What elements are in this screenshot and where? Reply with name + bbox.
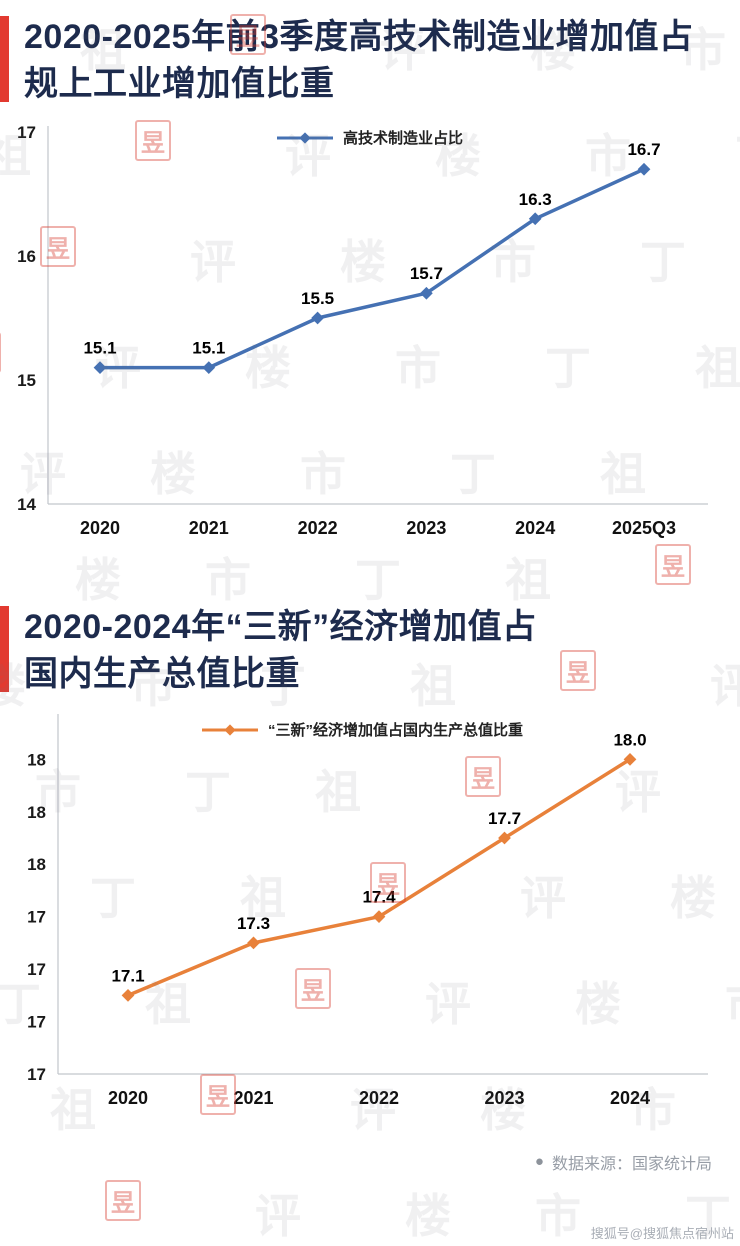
data-point-label: 15.5	[301, 289, 334, 308]
x-tick-label: 2022	[298, 518, 338, 538]
y-tick-label: 18	[27, 750, 46, 769]
chart2-title: 2020-2024年“三新”经济增加值占 国内生产总值比重	[0, 590, 740, 704]
x-tick-label: 2023	[484, 1088, 524, 1108]
watermark-char: 市	[535, 1190, 581, 1242]
y-tick-label: 15	[17, 371, 36, 390]
data-point-marker	[420, 286, 433, 300]
data-point-label: 15.1	[192, 338, 225, 357]
y-tick-label: 17	[27, 1065, 46, 1084]
chart1-title: 2020-2025年前3季度高技术制造业增加值占 规上工业增加值比重	[0, 0, 740, 114]
x-tick-label: 2021	[233, 1088, 273, 1108]
chart1-svg: 17 16 15 14 2020 2021 2022 2023 2024 2025Q3 15.1 15…	[17, 123, 708, 538]
x-tick-label: 2023	[406, 518, 446, 538]
y-tick-label: 14	[17, 495, 36, 514]
corner-watermark: 搜狐号@搜狐焦点宿州站	[590, 1226, 734, 1241]
data-point-marker	[247, 936, 260, 949]
x-tick-label: 2022	[359, 1088, 399, 1108]
x-tick-label: 2024	[515, 518, 555, 538]
data-point-marker	[93, 361, 107, 374]
x-tick-label: 2025Q3	[612, 518, 676, 538]
data-point-marker	[311, 311, 324, 325]
y-tick-label: 18	[27, 855, 46, 874]
chart1-title-line1: 2020-2025年前3季度高技术制造业增加值占	[24, 18, 694, 56]
legend-marker	[299, 132, 311, 144]
title-accent-bar	[0, 605, 9, 692]
legend-marker	[224, 723, 236, 736]
line-series	[100, 167, 645, 370]
data-point-marker	[121, 988, 135, 1002]
x-tick-label: 2021	[189, 518, 229, 538]
line-series	[127, 757, 631, 997]
title-accent-bar	[0, 16, 9, 102]
data-point-label: 15.1	[83, 338, 116, 357]
data-point-label: 16.7	[627, 140, 660, 159]
data-point-marker	[202, 361, 216, 374]
source-note: ● 数据来源：国家统计局	[0, 1150, 740, 1174]
x-tick-label: 2020	[80, 518, 120, 538]
watermark-char: 楼	[405, 1190, 451, 1242]
data-point-label: 18.0	[613, 730, 646, 749]
data-point-label: 17.7	[488, 809, 521, 828]
data-point-marker	[372, 909, 386, 923]
bullet-icon: ●	[534, 1153, 544, 1171]
y-tick-label: 17	[27, 907, 46, 926]
y-tick-label: 17	[27, 960, 46, 979]
source-text: 数据来源：国家统计局	[551, 1155, 712, 1173]
legend-label: 高技术制造业占比	[343, 129, 463, 147]
legend-label: “三新”经济增加值占国内生产总值比重	[268, 721, 523, 739]
x-tick-label: 2024	[610, 1088, 650, 1108]
watermark-char: 祖	[0, 1180, 1, 1246]
watermark-char: 评	[255, 1190, 301, 1242]
data-point-label: 17.1	[111, 966, 144, 985]
y-tick-label: 16	[17, 247, 36, 266]
data-point-marker	[637, 162, 651, 176]
chart2-title-line1: 2020-2024年“三新”经济增加值占	[24, 607, 537, 646]
watermark-char: 昱	[105, 1180, 141, 1221]
data-point-label: 16.3	[519, 190, 552, 209]
chart2-svg: 18 18 18 17 17 17 17 2020 2021 2022 2023 2024 17.1 17…	[27, 713, 708, 1108]
data-point-label: 15.7	[410, 264, 443, 283]
data-point-label: 17.4	[362, 887, 396, 906]
chart2-title-line2: 国内生产总值比重	[24, 654, 300, 693]
x-tick-label: 2020	[108, 1088, 148, 1108]
y-tick-label: 18	[27, 802, 46, 821]
y-tick-label: 17	[27, 1012, 46, 1031]
y-tick-label: 17	[17, 123, 36, 142]
article-content: 2020-2025年前3季度高技术制造业增加值占 规上工业增加值比重 17 16 1…	[0, 0, 740, 1174]
data-point-label: 17.3	[237, 914, 270, 933]
chart1-title-line2: 规上工业增加值比重	[24, 64, 335, 103]
